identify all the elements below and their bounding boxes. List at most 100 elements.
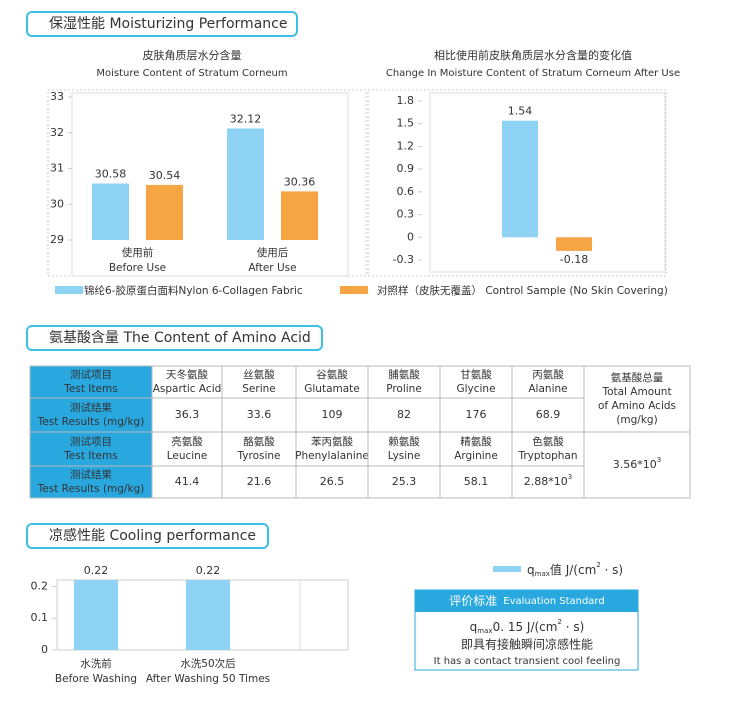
legend-swatch (55, 286, 83, 294)
total-part: 3.56*10 (613, 458, 657, 471)
value-label: 0.22 (84, 564, 109, 577)
item-name: 酪氨酸 (243, 435, 275, 448)
item-name: Phenylalanine (295, 450, 369, 462)
eval-criterion: qmax0. 15 J/(cm2 · s) (470, 618, 585, 635)
row-header: Test Results (mg/kg) (37, 416, 145, 428)
table-cell (295, 365, 369, 399)
x-tick-label: After Washing 50 Times (146, 673, 270, 685)
table-cell (439, 465, 513, 499)
item-name: 精氨酸 (460, 435, 492, 448)
section-title: 保湿性能 Moisturizing Performance (49, 16, 287, 32)
total-part: 3 (657, 456, 661, 464)
eval-header (415, 590, 638, 612)
item-name: 谷氨酸 (316, 368, 348, 381)
eval-criterion-part: 2 (557, 618, 561, 626)
section-box (26, 11, 298, 37)
bar (186, 580, 230, 650)
total-header: (mg/kg) (616, 414, 657, 426)
legend-label-part: q (527, 563, 535, 577)
section-title: 凉感性能 Cooling performance (49, 527, 256, 544)
item-name: 天冬氨酸 (166, 368, 208, 381)
result: 109 (322, 408, 343, 421)
x-tick-label: After Use (248, 262, 296, 274)
y-tick-label: -0.3 (393, 253, 414, 266)
x-tick-label: 使用前 (122, 246, 154, 259)
y-tick-label: 30 (50, 197, 64, 210)
item-name: Glycine (456, 383, 495, 395)
item-name: Alanine (528, 383, 567, 395)
section-title: 氨基酸含量 The Content of Amino Acid (49, 329, 311, 346)
eval-criterion-part: q (470, 620, 478, 634)
y-tick-label: 1.5 (397, 117, 415, 130)
legend-swatch (493, 566, 521, 572)
eval-criterion-part: max (477, 627, 492, 635)
item-name: Lysine (388, 450, 421, 462)
result: 25.3 (392, 475, 417, 488)
item-name: 苯丙氨酸 (311, 435, 353, 448)
eval-conclusion-en: It has a contact transient cool feeling (434, 656, 621, 667)
eval-conclusion: 即具有接触瞬间凉感性能 (461, 637, 593, 652)
legend-label-part: max (535, 570, 550, 578)
result: 82 (397, 408, 411, 421)
legend-label-part: 值 J/(cm (550, 562, 596, 577)
legend-label: qmax值 J/(cm2 · s) (527, 561, 623, 578)
x-tick-label: 水洗50次后 (180, 657, 235, 670)
value-label: 30.58 (95, 168, 127, 181)
y-tick-label: 0.3 (397, 208, 415, 221)
table-cell (295, 431, 369, 467)
result-part: 2.88*10 (524, 475, 568, 488)
table-cell (583, 431, 691, 499)
value-label: 30.36 (284, 175, 316, 188)
chart-frame (47, 89, 367, 277)
result: 26.5 (320, 475, 345, 488)
row-header: 测试结果 (70, 468, 112, 481)
y-tick-label: 0 (407, 230, 414, 243)
item-name: Tyrosine (236, 450, 280, 462)
bar (227, 128, 264, 240)
y-tick-label: 0.9 (397, 162, 415, 175)
table-cell (151, 465, 223, 499)
value-label: 30.54 (149, 169, 181, 182)
table-cell (511, 365, 585, 399)
legend-label: 锦纶6-胶原蛋白面料Nylon 6-Collagen Fabric (84, 284, 303, 297)
row-header: 测试结果 (70, 401, 112, 414)
result: 176 (466, 408, 487, 421)
table-cell (29, 397, 153, 433)
chart-frame (367, 89, 667, 277)
x-tick-label: Before Use (109, 262, 166, 274)
table-cell (221, 397, 297, 433)
item-name: 色氨酸 (532, 435, 564, 448)
row-header: Test Items (63, 383, 117, 395)
item-name: 丝氨酸 (243, 368, 275, 381)
result: 2.88*103 (524, 473, 572, 488)
section-box (26, 325, 323, 351)
eval-criterion-part: · s) (562, 620, 584, 634)
total-header: of Amino Acids (598, 400, 676, 412)
section-box (26, 523, 269, 549)
table-cell (221, 365, 297, 399)
item-name: 赖氨酸 (388, 435, 420, 448)
table-cell (511, 431, 585, 467)
eval-title-en: Evaluation Standard (503, 596, 604, 607)
item-name: Leucine (167, 450, 208, 462)
y-tick-label: 1.2 (397, 139, 415, 152)
legend-swatch (340, 286, 368, 294)
total: 3.56*103 (613, 456, 661, 471)
table-cell (439, 365, 513, 399)
table-cell (295, 397, 369, 433)
row-header: 测试项目 (70, 368, 112, 381)
chart-title: 皮肤角质层水分含量 (143, 48, 242, 62)
value-label: 1.54 (508, 105, 533, 118)
result: 68.9 (536, 408, 561, 421)
y-tick-label: 1.8 (397, 94, 415, 107)
item-name: 亮氨酸 (171, 435, 203, 448)
bar (556, 237, 592, 251)
table-cell (151, 431, 223, 467)
table-cell (151, 365, 223, 399)
table-cell (439, 397, 513, 433)
row-header: Test Results (mg/kg) (37, 483, 145, 495)
chart-subtitle: Change In Moisture Content of Stratum Co… (386, 68, 680, 79)
y-tick-label: 0.6 (397, 185, 415, 198)
y-tick-label: 33 (50, 90, 64, 103)
